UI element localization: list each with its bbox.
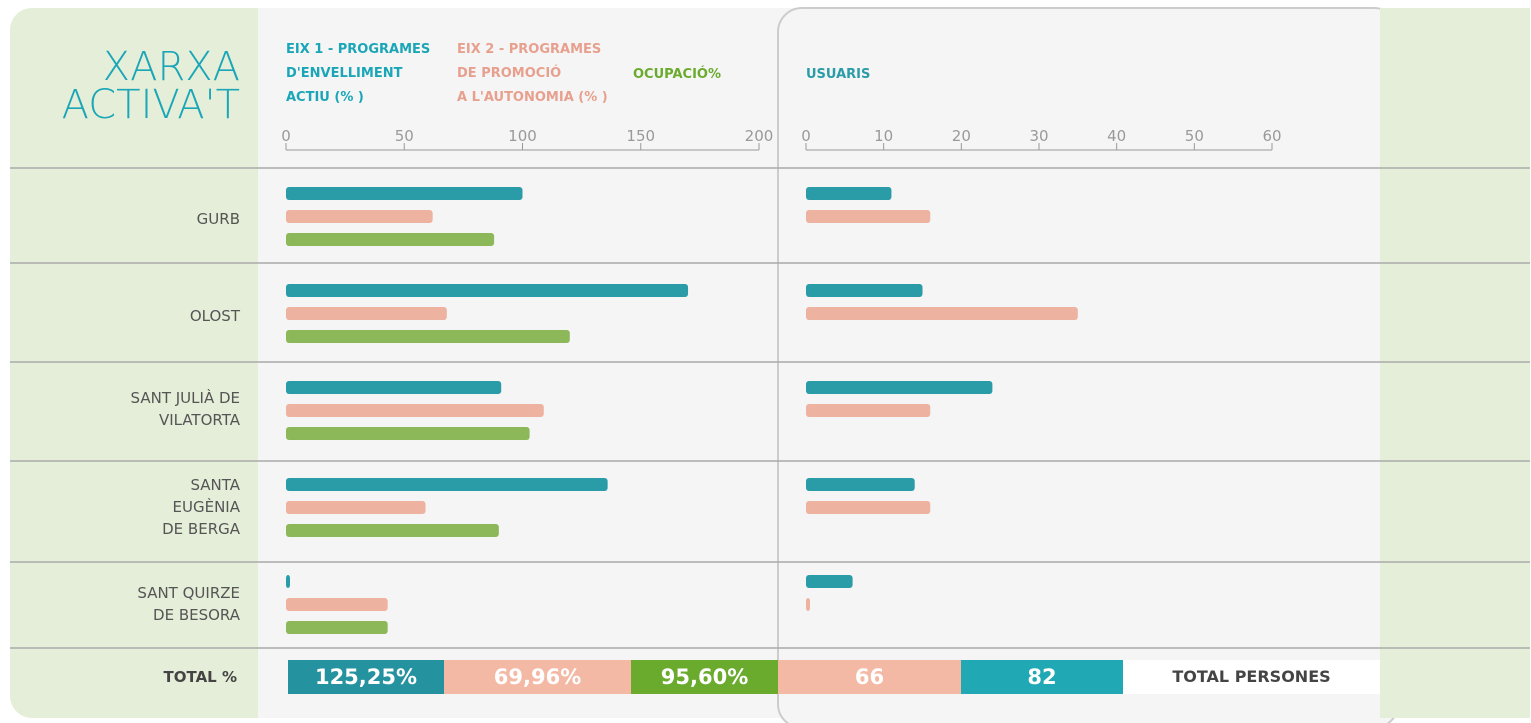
- total-cell: 95,60%: [631, 660, 778, 694]
- bar: [286, 233, 495, 246]
- bar: [806, 210, 931, 223]
- bar: [286, 575, 290, 588]
- bar: [286, 307, 447, 320]
- total-cell: 69,96%: [444, 660, 631, 694]
- bar: [806, 478, 915, 491]
- bar: [286, 478, 608, 491]
- x-tick-label: 0: [281, 127, 291, 145]
- x-tick-label: 0: [801, 127, 811, 145]
- bar: [286, 427, 530, 440]
- bar: [806, 598, 810, 611]
- bar: [286, 524, 499, 537]
- bar: [806, 284, 923, 297]
- bar: [286, 330, 570, 343]
- total-cell: 66: [778, 660, 961, 694]
- x-tick-label: 200: [744, 127, 774, 145]
- x-tick-label: 100: [508, 127, 537, 145]
- x-tick-label: 150: [626, 127, 656, 145]
- title: XARXA ACTIVA'T: [61, 44, 240, 128]
- category-label: SANTA EUGÈNIA DE BERGA: [162, 476, 240, 538]
- x-tick-label: 40: [1107, 127, 1127, 145]
- category-label: GURB: [196, 210, 240, 228]
- legend-entry: EIX 1 - PROGRAMES D'ENVELLIMENT ACTIU (%…: [286, 42, 431, 105]
- category-label: OLOST: [189, 307, 240, 325]
- bar: [806, 381, 993, 394]
- x-tick-label: 50: [1184, 127, 1204, 145]
- bar: [286, 210, 433, 223]
- axis-title: USUARIS: [806, 67, 871, 82]
- total-cell: 82: [961, 660, 1123, 694]
- bar: [286, 621, 388, 634]
- bar: [286, 284, 689, 297]
- category-label: SANT QUIRZE DE BESORA: [137, 584, 240, 624]
- x-tick-label: 50: [394, 127, 414, 145]
- bar: [806, 501, 931, 514]
- legend-entry: EIX 2 - PROGRAMES DE PROMOCIÓ A L'AUTONO…: [457, 42, 608, 105]
- legend-entry: OCUPACIÓ%: [633, 67, 721, 82]
- bar: [286, 501, 426, 514]
- total-cell: 125,25%: [288, 660, 444, 694]
- bar: [286, 187, 523, 200]
- totals-label: TOTAL %: [163, 668, 237, 686]
- background-right: [1380, 8, 1530, 718]
- x-tick-label: 60: [1262, 127, 1282, 145]
- total-cell: TOTAL PERSONES: [1123, 660, 1380, 694]
- bar: [806, 575, 853, 588]
- bar: [286, 381, 502, 394]
- x-tick-label: 10: [874, 127, 894, 145]
- bar: [806, 307, 1078, 320]
- category-label: SANT JULIÀ DE VILATORTA: [130, 389, 240, 429]
- bar: [806, 187, 892, 200]
- bar: [286, 404, 544, 417]
- x-tick-label: 20: [951, 127, 971, 145]
- bar: [806, 404, 931, 417]
- x-tick-label: 30: [1029, 127, 1049, 145]
- bar: [286, 598, 388, 611]
- right-panel: [777, 7, 1399, 723]
